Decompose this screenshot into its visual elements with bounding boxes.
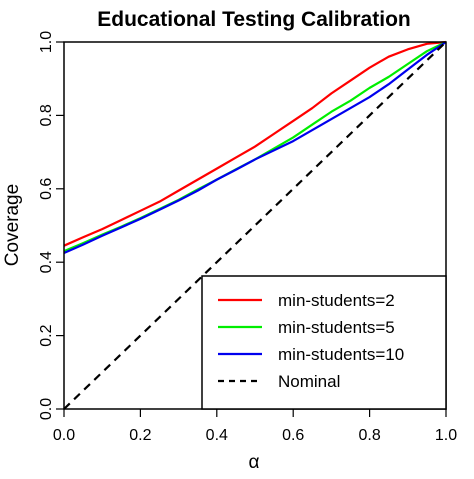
x-tick-label: 0.2 [129,427,151,444]
x-tick-label: 0.6 [282,427,304,444]
series-line-2 [63,41,447,255]
series-line-3 [63,41,447,410]
legend-box [201,275,447,410]
y-tick-label: 0.8 [38,104,55,126]
x-tick-label: 0.0 [53,427,75,444]
x-axis-label: α [249,452,260,473]
legend-label-1: min-students=5 [278,318,395,337]
x-tick-label: 0.4 [206,427,228,444]
plot-layer: 0.0 0.2 0.4 0.6 0.8 1.0 0.0 0.2 0.4 0.6 0.8 1.0 min-… [38,31,457,444]
legend-label-0: min-students=2 [278,291,395,310]
y-axis-label: Coverage [2,184,23,266]
x-tick-label: 0.8 [358,427,380,444]
series-line-0 [63,40,447,247]
chart-title: Educational Testing Calibration [97,8,410,31]
y-tick-label: 1.0 [38,31,55,53]
y-tick-label: 0.4 [38,251,55,273]
y-tick-label: 0.6 [38,178,55,200]
y-tick-label: 0.2 [38,324,55,346]
legend-label-2: min-students=10 [278,345,404,364]
y-tick-label: 0.0 [38,398,55,420]
legend-label-3: Nominal [278,372,340,391]
x-tick-label: 1.0 [435,427,457,444]
